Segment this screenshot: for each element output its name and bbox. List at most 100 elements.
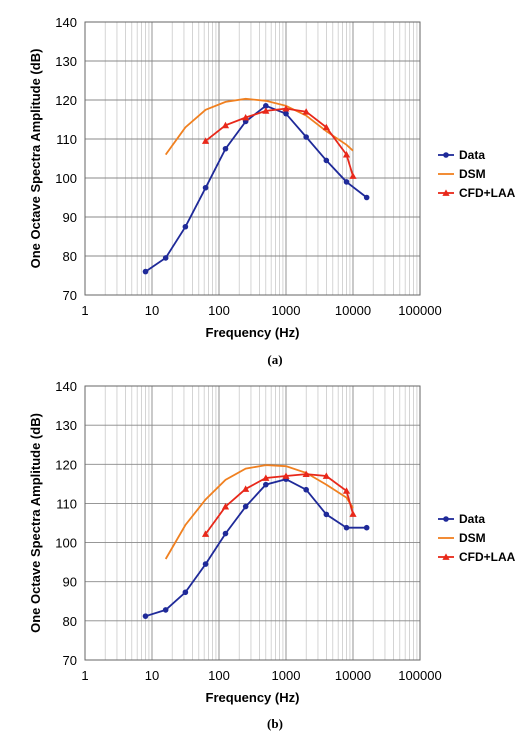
- data-point: [242, 485, 250, 492]
- series-data: [142, 103, 370, 275]
- x-tick-label: 10: [145, 668, 159, 683]
- data-point: [323, 157, 330, 164]
- y-tick-label: 80: [63, 614, 77, 629]
- legend-marker: [443, 152, 449, 158]
- data-point: [322, 472, 330, 479]
- x-tick-label: 10: [145, 303, 159, 318]
- data-point: [363, 194, 370, 201]
- data-point: [201, 530, 210, 537]
- data-point: [262, 107, 270, 114]
- plot-area-frame: [84, 21, 421, 296]
- x-tick-label: 100000: [398, 668, 441, 683]
- data-point: [363, 524, 370, 531]
- data-point: [262, 474, 270, 481]
- y-axis-title: One Octave Spectra Amplitude (dB): [28, 49, 43, 269]
- y-tick-label: 90: [63, 210, 77, 225]
- x-tick-label: 1000: [272, 303, 301, 318]
- x-axis-title: Frequency (Hz): [206, 690, 300, 705]
- y-tick-label: 80: [63, 249, 77, 264]
- legend-item: Data: [438, 148, 485, 162]
- data-point: [283, 110, 289, 117]
- data-point: [342, 487, 351, 494]
- legend: Data DSM CFD+LAA: [438, 148, 516, 200]
- x-tick-label: 1: [81, 668, 88, 683]
- data-point: [263, 103, 269, 109]
- panel-label: (a): [267, 352, 282, 367]
- data-point: [349, 510, 357, 517]
- legend-label: DSM: [459, 167, 486, 181]
- legend-label: CFD+LAA: [459, 186, 516, 200]
- x-tick-label: 10000: [335, 668, 371, 683]
- legend-item: Data: [438, 512, 485, 526]
- data-point: [342, 151, 351, 158]
- data-point: [162, 607, 169, 613]
- legend-marker: [443, 516, 449, 522]
- y-axis-title: One Octave Spectra Amplitude (dB): [28, 413, 43, 633]
- y-tick-label: 100: [55, 536, 77, 551]
- plot-area-frame: [84, 385, 421, 661]
- data-point: [182, 223, 189, 230]
- x-tick-label: 1000: [272, 668, 301, 683]
- data-point: [162, 255, 169, 261]
- data-point: [303, 486, 309, 493]
- legend-item: DSM: [438, 167, 486, 181]
- x-tick-label: 100000: [398, 303, 441, 318]
- legend-label: DSM: [459, 531, 486, 545]
- y-tick-label: 110: [56, 496, 77, 511]
- legend-label: CFD+LAA: [459, 550, 516, 564]
- data-point: [343, 179, 350, 185]
- y-tick-label: 70: [63, 653, 77, 668]
- x-axis-title: Frequency (Hz): [206, 325, 300, 340]
- series-line: [145, 478, 367, 618]
- data-point: [142, 268, 149, 275]
- y-tick-label: 100: [55, 171, 77, 186]
- series-data: [142, 476, 370, 619]
- y-tick-label: 130: [55, 418, 77, 433]
- data-point: [242, 503, 249, 510]
- legend: Data DSM CFD+LAA: [438, 512, 516, 564]
- data-point: [302, 108, 310, 115]
- series-line: [164, 464, 354, 560]
- series-line: [144, 104, 368, 273]
- data-point: [201, 137, 210, 144]
- y-tick-label: 90: [63, 575, 77, 590]
- legend-marker: [442, 553, 450, 560]
- legend-item: DSM: [438, 531, 486, 545]
- data-point: [182, 589, 189, 596]
- data-point: [302, 470, 310, 477]
- data-point: [222, 145, 229, 152]
- data-point: [322, 123, 330, 131]
- y-tick-label: 120: [55, 457, 77, 472]
- legend-item: CFD+LAA: [438, 186, 516, 200]
- x-tick-label: 100: [208, 668, 230, 683]
- data-point: [323, 511, 330, 518]
- x-tick-label: 1: [81, 303, 88, 318]
- legend-label: Data: [459, 148, 485, 162]
- data-point: [282, 472, 290, 479]
- data-point: [263, 481, 269, 488]
- chart-panel-2: 1 10 100 1000 10000 1000007080901001101201301…: [28, 379, 516, 731]
- y-tick-label: 130: [55, 54, 77, 69]
- data-point: [242, 113, 250, 121]
- data-point: [221, 502, 230, 510]
- data-point: [142, 613, 149, 619]
- data-point: [303, 134, 309, 140]
- series-cfd-laa: [201, 104, 357, 179]
- data-point: [343, 524, 350, 531]
- data-point: [202, 561, 209, 567]
- panel-label: (b): [267, 716, 283, 731]
- data-point: [349, 172, 357, 179]
- data-point: [221, 121, 230, 129]
- series-cfd-laa: [201, 470, 357, 537]
- y-tick-label: 140: [55, 15, 77, 30]
- legend-marker: [442, 189, 450, 196]
- data-point: [282, 104, 290, 112]
- chart-panel-1: 1 10 100 1000 10000 1000007080901001101201301…: [28, 15, 516, 367]
- y-tick-label: 120: [55, 93, 77, 108]
- legend-label: Data: [459, 512, 485, 526]
- legend-item: CFD+LAA: [438, 550, 516, 564]
- series-dsm: [164, 464, 354, 560]
- y-tick-label: 140: [55, 379, 77, 394]
- y-tick-label: 110: [56, 132, 77, 147]
